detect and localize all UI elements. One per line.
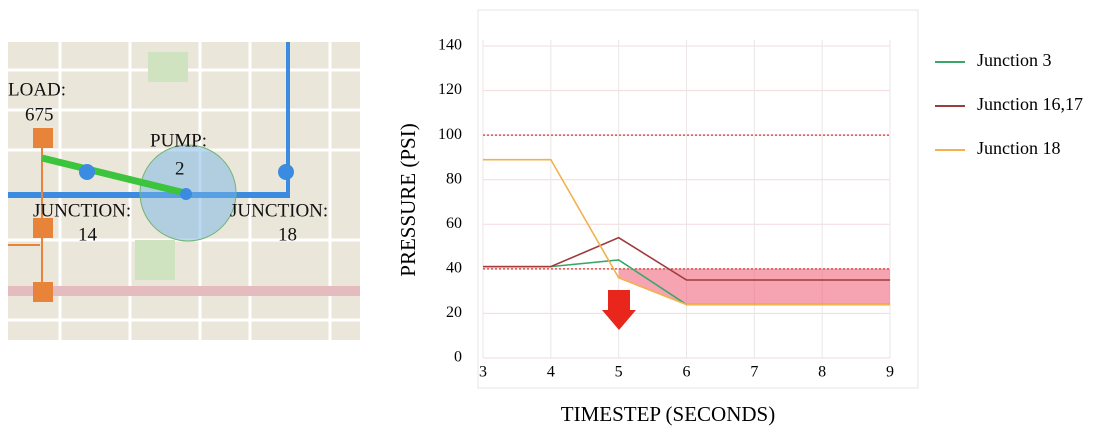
y-tick-label: 0 [454, 349, 462, 366]
x-tick-label: 9 [886, 364, 894, 381]
chart: PRESSURE (PSI) TIMESTEP (SECONDS) 0 20 40 6… [0, 0, 1111, 434]
y-tick-label: 120 [438, 81, 462, 98]
y-axis-title: PRESSURE (PSI) [396, 123, 420, 276]
plot-frame [478, 10, 918, 388]
x-tick-label: 4 [547, 364, 555, 381]
x-tick-label: 5 [615, 364, 623, 381]
y-tick-label: 40 [446, 260, 462, 277]
x-tick-label: 8 [818, 364, 826, 381]
x-axis-title: TIMESTEP (SECONDS) [561, 402, 775, 426]
x-tick-label: 7 [750, 364, 758, 381]
y-tick-label: 80 [446, 170, 462, 187]
page: LOAD: 675 PUMP: 2 JUNCTION: 14 JUNCTION:… [0, 0, 1111, 434]
y-tick-label: 60 [446, 215, 462, 232]
x-tick-label: 6 [683, 364, 691, 381]
y-tick-label: 20 [446, 304, 462, 321]
legend-label: Junction 16,17 [977, 94, 1083, 114]
x-tick-label: 3 [479, 364, 487, 381]
legend-label: Junction 3 [977, 50, 1052, 70]
legend-label: Junction 18 [977, 138, 1061, 158]
y-tick-label: 140 [438, 37, 462, 54]
y-tick-label: 100 [438, 126, 462, 143]
